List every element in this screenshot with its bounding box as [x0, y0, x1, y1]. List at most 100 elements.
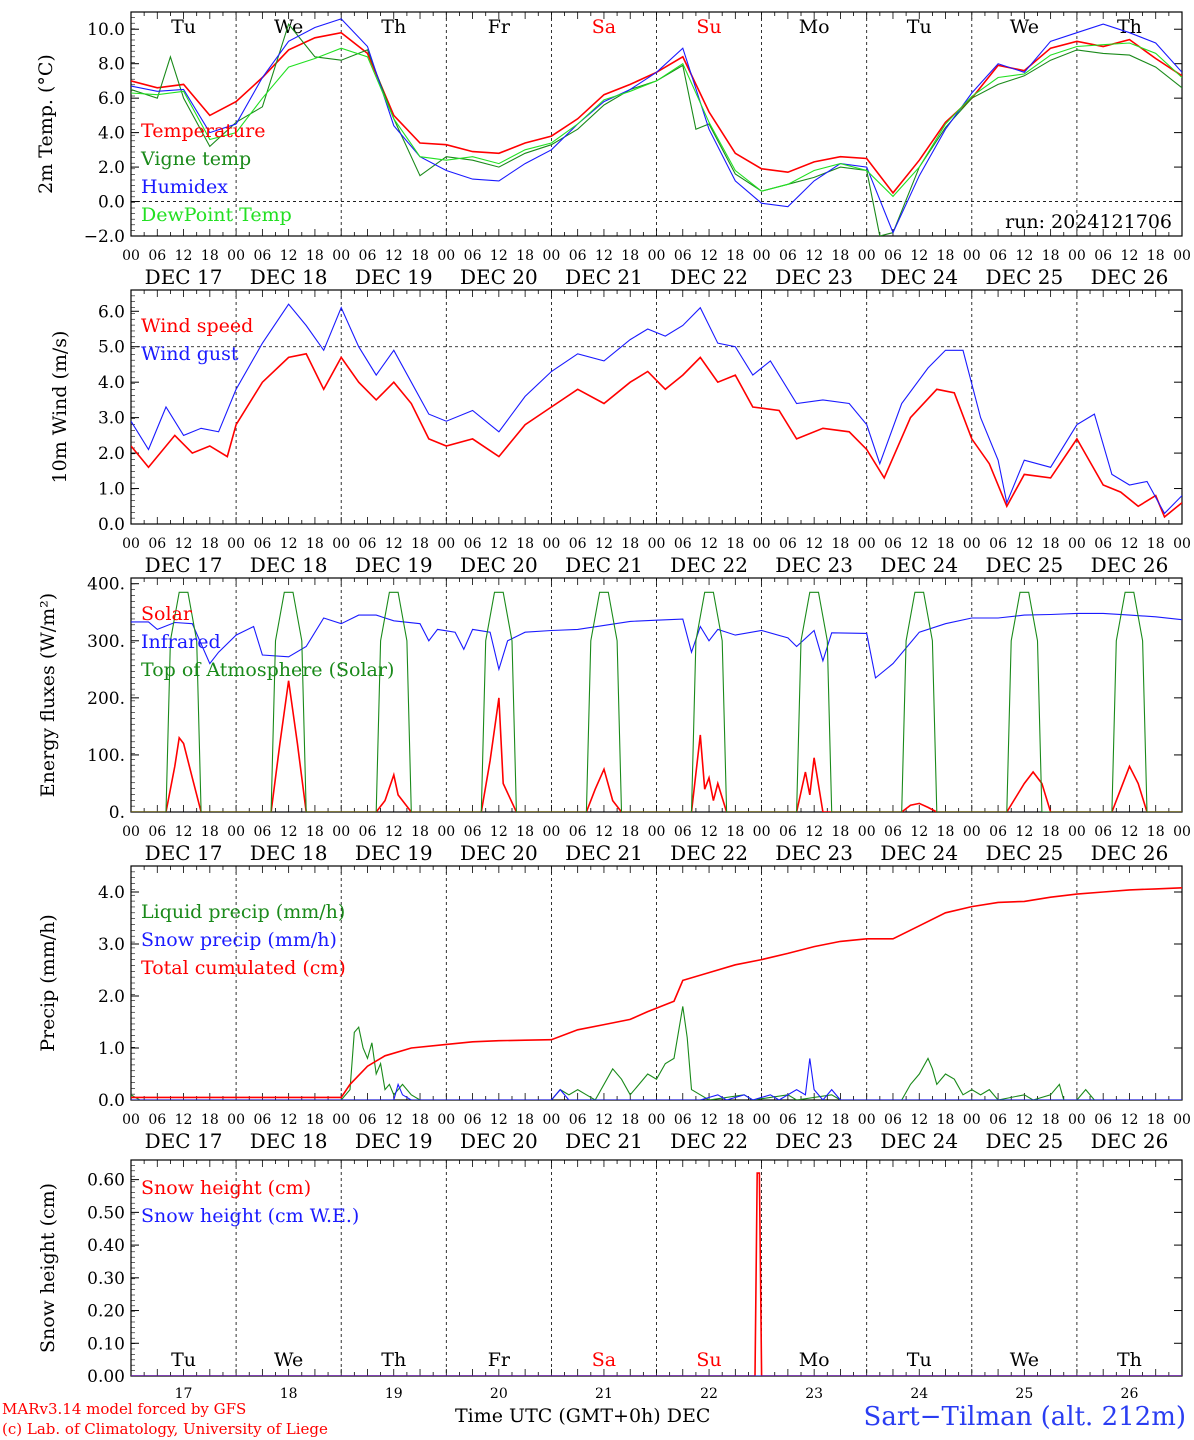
hour-tick-label: 00 — [648, 536, 666, 552]
day-letter: Th — [1117, 16, 1142, 38]
hour-tick-label: 00 — [122, 1112, 140, 1128]
hour-tick-label: 18 — [201, 248, 219, 264]
hour-tick-label: 06 — [253, 824, 271, 840]
y-tick-label: 2.0 — [98, 444, 125, 464]
date-label: DEC 19 — [355, 841, 433, 865]
hour-tick-label: 12 — [805, 536, 823, 552]
hour-tick-label: 06 — [148, 536, 166, 552]
day-letter: Th — [1117, 1349, 1142, 1371]
hour-tick-label: 06 — [569, 1112, 587, 1128]
hour-tick-label: 18 — [411, 248, 429, 264]
y-tick-label: 3.0 — [98, 935, 125, 955]
hour-tick-label: 00 — [963, 1112, 981, 1128]
y-tick-label: 8.0 — [98, 55, 125, 75]
day-number: 23 — [805, 1386, 823, 1402]
y-tick-label: 0.10 — [87, 1334, 125, 1354]
y-tick-label: 300. — [87, 632, 125, 652]
series-line-snow-height-cm- — [131, 1172, 1182, 1376]
hour-tick-label: 00 — [122, 824, 140, 840]
hour-tick-label: 12 — [1015, 536, 1033, 552]
hour-tick-label: 00 — [332, 536, 350, 552]
hour-tick-label: 18 — [1147, 1112, 1165, 1128]
hour-tick-label: 12 — [175, 1112, 193, 1128]
y-tick-label: 100. — [87, 746, 125, 766]
date-label: DEC 21 — [565, 265, 643, 289]
legend-entry: Solar — [141, 603, 193, 625]
hour-tick-label: 00 — [332, 248, 350, 264]
hour-tick-label: 18 — [516, 248, 534, 264]
chart-panel-4: 0.0 1.0 2.0 3.0 4.0 Precip (mm/h) 00 06 12 18 00 06… — [37, 865, 1191, 1153]
hour-tick-label: 18 — [516, 824, 534, 840]
series-line-dewpoint-temp — [131, 42, 1182, 198]
hour-tick-label: 00 — [963, 248, 981, 264]
hour-tick-label: 00 — [1068, 248, 1086, 264]
hour-tick-label: 06 — [989, 1112, 1007, 1128]
y-tick-label: 0.40 — [87, 1236, 125, 1256]
legend-entry: DewPoint Temp — [141, 204, 292, 226]
hour-tick-label: 12 — [700, 536, 718, 552]
hour-tick-label: 18 — [306, 1112, 324, 1128]
series-line-snow-precip-mm-h- — [131, 1058, 1182, 1100]
hour-tick-label: 12 — [175, 536, 193, 552]
hour-tick-label: 00 — [648, 248, 666, 264]
hour-tick-label: 06 — [148, 1112, 166, 1128]
hour-tick-label: 12 — [910, 536, 928, 552]
day-number: 18 — [280, 1386, 298, 1402]
hour-tick-label: 00 — [437, 248, 455, 264]
hour-tick-label: 06 — [253, 1112, 271, 1128]
hour-tick-label: 12 — [595, 248, 613, 264]
hour-tick-label: 06 — [569, 248, 587, 264]
hour-tick-label: 18 — [726, 248, 744, 264]
hour-tick-label: 12 — [385, 536, 403, 552]
hour-tick-label: 00 — [753, 536, 771, 552]
hour-tick-label: 12 — [1015, 1112, 1033, 1128]
day-number: 20 — [490, 1386, 508, 1402]
hour-tick-label: 06 — [884, 824, 902, 840]
hour-tick-label: 12 — [490, 248, 508, 264]
date-label: DEC 18 — [250, 1129, 328, 1153]
hour-tick-label: 18 — [1042, 536, 1060, 552]
legend-entry: Total cumulated (cm) — [141, 957, 346, 979]
hour-tick-label: 06 — [359, 824, 377, 840]
hour-tick-label: 06 — [464, 536, 482, 552]
y-axis-label: 10m Wind (m/s) — [49, 331, 71, 484]
hour-tick-label: 06 — [569, 536, 587, 552]
day-letter: We — [1010, 1349, 1039, 1371]
legend-entry: Top of Atmosphere (Solar) — [141, 659, 394, 681]
hour-tick-label: 18 — [516, 536, 534, 552]
hour-tick-label: 00 — [542, 1112, 560, 1128]
date-label: DEC 26 — [1091, 1129, 1169, 1153]
y-tick-label: 0. — [109, 803, 125, 823]
hour-tick-label: 00 — [648, 824, 666, 840]
hour-tick-label: 06 — [884, 248, 902, 264]
hour-tick-label: 18 — [306, 248, 324, 264]
date-label: DEC 20 — [460, 841, 538, 865]
hour-tick-label: 06 — [359, 248, 377, 264]
hour-tick-label: 12 — [1015, 824, 1033, 840]
legend-entry: Humidex — [141, 176, 228, 198]
day-letter: Tu — [171, 1349, 196, 1371]
day-number: 25 — [1015, 1386, 1033, 1402]
y-axis-label: 2m Temp. (°C) — [35, 54, 57, 194]
date-label: DEC 25 — [985, 841, 1063, 865]
hour-tick-label: 12 — [805, 248, 823, 264]
lab-credit: (c) Lab. of Climatology, University of L… — [2, 1420, 328, 1438]
run-label: run: 2024121706 — [1005, 211, 1172, 233]
hour-tick-label: 12 — [1121, 1112, 1139, 1128]
hour-tick-label: 00 — [1173, 1112, 1191, 1128]
hour-tick-label: 18 — [937, 1112, 955, 1128]
day-letter: Th — [381, 16, 406, 38]
hour-tick-label: 06 — [359, 1112, 377, 1128]
date-label: DEC 24 — [880, 1129, 958, 1153]
series-line-liquid-precip-mm-h- — [131, 1006, 1182, 1100]
hour-tick-label: 06 — [464, 1112, 482, 1128]
y-tick-label: 0.30 — [87, 1269, 125, 1289]
day-letter: Fr — [488, 16, 511, 38]
date-label: DEC 22 — [670, 1129, 748, 1153]
day-letter: Th — [381, 1349, 406, 1371]
hour-tick-label: 12 — [700, 824, 718, 840]
legend-entry: Liquid precip (mm/h) — [141, 901, 345, 923]
hour-tick-label: 06 — [464, 248, 482, 264]
hour-tick-label: 12 — [280, 248, 298, 264]
hour-tick-label: 00 — [437, 824, 455, 840]
